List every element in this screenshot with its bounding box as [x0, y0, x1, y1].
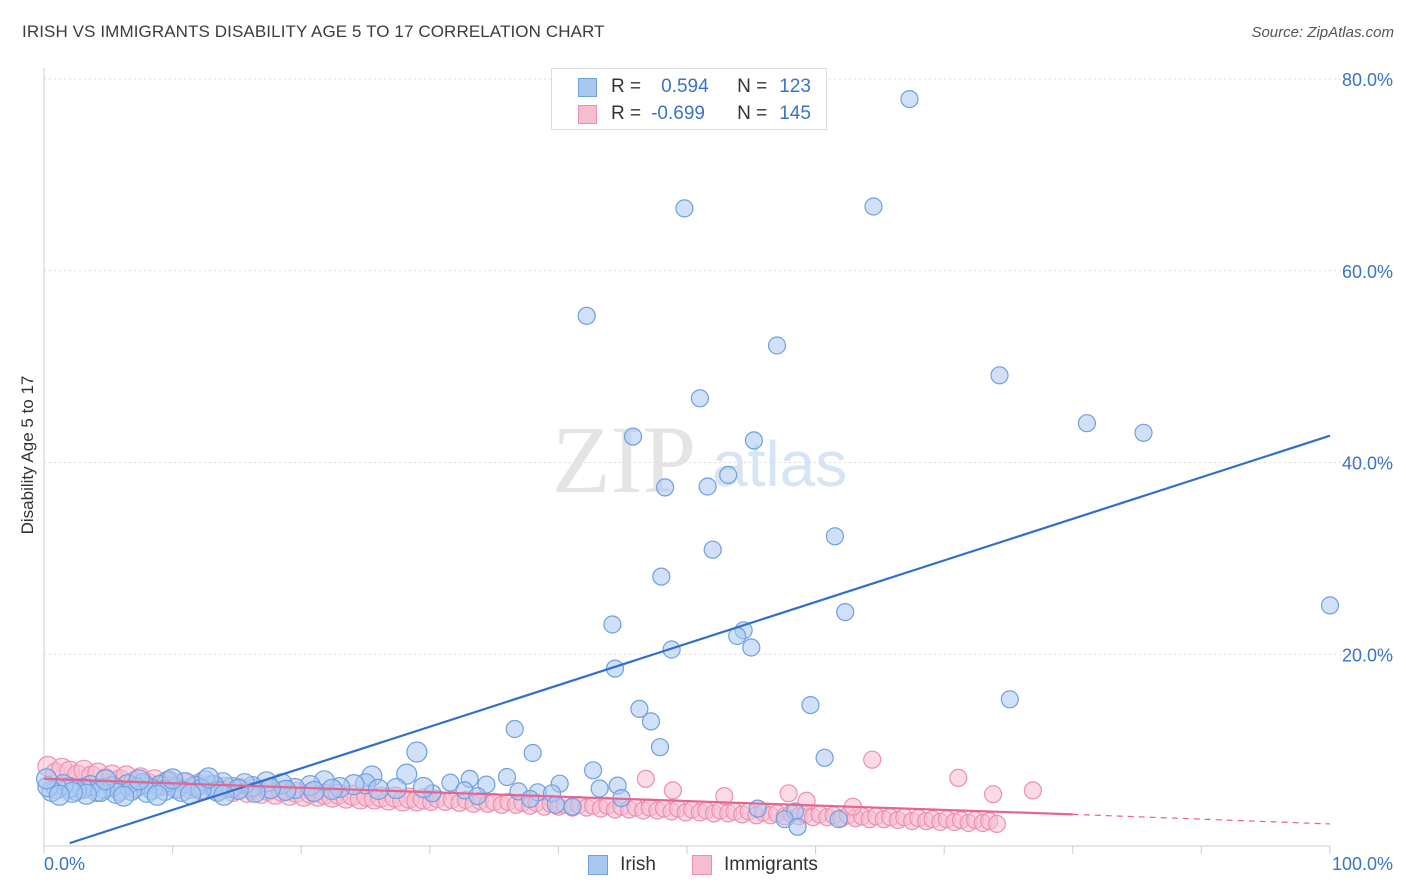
watermark: ZIP atlas — [552, 406, 847, 513]
irish-point — [801, 695, 820, 715]
tick-labels: 20.0% 40.0% 60.0% 80.0% 0.0% 100.0% — [44, 70, 1393, 874]
irish-points — [35, 89, 1340, 836]
irish-point — [1134, 423, 1153, 442]
y-tick-label: 40.0% — [1342, 454, 1393, 474]
y-tick-label: 80.0% — [1342, 70, 1393, 90]
immigrants-point — [863, 750, 882, 769]
irish-point — [641, 712, 661, 731]
irish-point — [652, 567, 671, 586]
irish-point — [1077, 414, 1097, 433]
immigrants-trend-line-dashed — [1072, 813, 1331, 825]
trend-lines — [43, 434, 1331, 845]
irish-point — [744, 431, 764, 450]
n-label: N = — [737, 76, 768, 97]
irish-point — [385, 777, 407, 800]
irish-point — [505, 719, 524, 739]
irish-point — [577, 306, 596, 325]
immigrants-point — [663, 781, 683, 800]
irish-point — [48, 784, 71, 806]
legend-label-immigrants: Immigrants — [723, 854, 818, 875]
r-value: 0.594 — [661, 76, 709, 97]
irish-point — [900, 89, 919, 109]
irish-point — [836, 602, 855, 622]
immigrants-swatch — [578, 104, 597, 124]
immigrants-point — [987, 814, 1007, 834]
irish-point — [603, 615, 622, 634]
irish-point — [829, 810, 848, 829]
irish-point — [520, 789, 540, 809]
chart-title: IRISH VS IMMIGRANTS DISABILITY AGE 5 TO … — [22, 22, 605, 41]
legend-item-immigrants[interactable]: Immigrants — [691, 854, 818, 876]
irish-point — [655, 478, 675, 497]
series-legend: Irish Immigrants — [0, 852, 1406, 878]
r-value: -0.699 — [651, 103, 705, 124]
irish-point — [703, 540, 722, 559]
irish-swatch — [578, 77, 597, 97]
immigrants-swatch — [691, 855, 712, 875]
irish-point — [990, 366, 1009, 385]
x-tick-label: 0.0% — [44, 854, 85, 874]
irish-point — [623, 427, 643, 446]
axes — [43, 68, 1331, 854]
irish-point — [1000, 690, 1019, 709]
legend-row-immigrants: R = -0.699 N = 145 — [578, 102, 811, 126]
irish-point — [864, 197, 883, 216]
immigrants-point — [949, 768, 968, 788]
n-value: 145 — [779, 103, 811, 124]
n-label: N = — [737, 103, 768, 124]
irish-point — [198, 767, 220, 789]
irish-point — [650, 738, 670, 757]
legend-label-irish: Irish — [620, 854, 656, 875]
watermark-atlas: atlas — [712, 428, 847, 500]
irish-point — [788, 817, 807, 836]
irish-point — [698, 477, 717, 496]
grid-lines — [44, 78, 1392, 655]
y-tick-label: 20.0% — [1342, 645, 1393, 665]
immigrants-point — [779, 784, 798, 803]
immigrants-point — [983, 785, 1003, 804]
irish-point — [675, 199, 694, 218]
r-label: R = — [611, 76, 642, 97]
irish-point — [146, 784, 168, 806]
immigrants-point — [715, 786, 734, 806]
watermark-zip: ZIP — [552, 406, 696, 513]
irish-point — [742, 638, 761, 657]
r-label: R = — [611, 103, 642, 124]
legend-row-irish: R = 0.594 N = 123 — [578, 75, 811, 99]
irish-swatch — [588, 855, 609, 875]
irish-point — [719, 465, 738, 485]
irish-point — [396, 763, 418, 785]
irish-point — [767, 336, 787, 355]
source-label: Source: ZipAtlas.com — [1251, 24, 1394, 41]
irish-trend-line — [69, 434, 1331, 845]
irish-point — [162, 768, 184, 790]
n-value: 123 — [779, 76, 811, 97]
irish-point — [546, 795, 565, 814]
irish-point — [412, 776, 434, 799]
x-tick-label: 100.0% — [1332, 854, 1393, 874]
immigrants-trend-line — [43, 777, 1073, 816]
irish-point — [497, 767, 517, 787]
irish-point — [630, 699, 649, 719]
irish-point — [468, 786, 487, 806]
irish-point — [441, 773, 460, 792]
irish-point — [128, 769, 150, 791]
irish-point — [1320, 596, 1340, 615]
immigrants-point — [1023, 781, 1043, 800]
irish-point — [590, 779, 609, 798]
correlation-legend: R = 0.594 N = 123 R = -0.699 N = 145 — [551, 68, 827, 130]
irish-point — [815, 748, 834, 767]
irish-point — [523, 743, 542, 763]
irish-point — [406, 741, 428, 763]
irish-point — [583, 761, 603, 780]
irish-point — [563, 797, 582, 816]
legend-item-irish[interactable]: Irish — [588, 854, 656, 876]
irish-point — [113, 785, 135, 807]
irish-point — [690, 389, 710, 408]
irish-point — [825, 527, 845, 546]
immigrants-point — [636, 769, 655, 789]
y-tick-label: 60.0% — [1342, 262, 1393, 282]
irish-point — [303, 780, 325, 803]
